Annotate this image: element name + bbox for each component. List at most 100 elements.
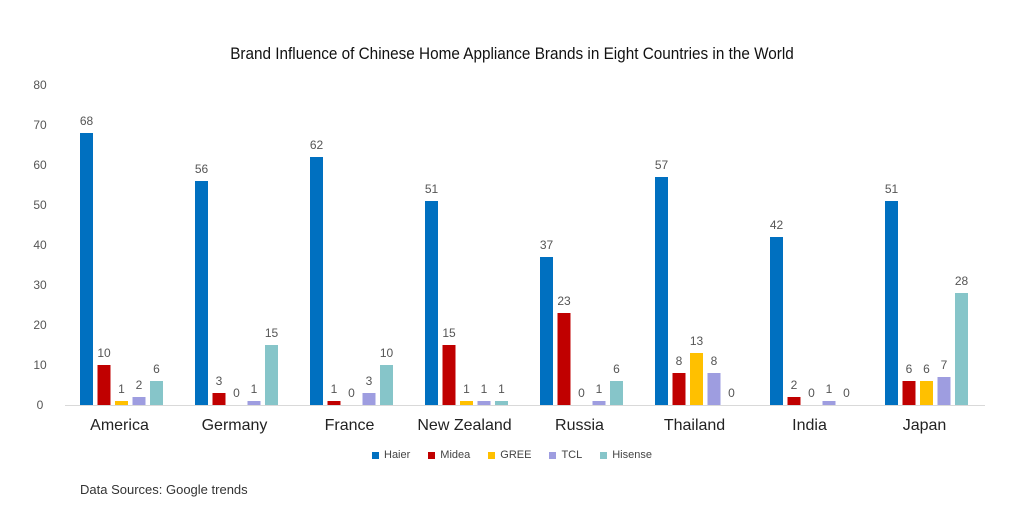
bar-haier xyxy=(770,237,783,405)
legend-label: TCL xyxy=(561,449,583,461)
data-label: 0 xyxy=(728,386,735,400)
y-tick-label: 70 xyxy=(33,118,47,132)
chart-title: Brand Influence of Chinese Home Applianc… xyxy=(230,44,794,63)
y-tick-label: 10 xyxy=(33,358,47,372)
legend-item: Hisense xyxy=(600,449,652,461)
x-tick-label: Japan xyxy=(903,417,947,434)
data-source-note: Data Sources: Google trends xyxy=(80,482,248,497)
bar-haier xyxy=(885,201,898,405)
bar-hisense xyxy=(610,381,623,405)
bar-tcl xyxy=(592,401,606,405)
data-label: 0 xyxy=(843,386,850,400)
bar-haier xyxy=(655,177,668,405)
data-label: 1 xyxy=(826,382,833,396)
bar-haier xyxy=(540,257,553,405)
data-label: 15 xyxy=(265,326,279,340)
data-label: 51 xyxy=(425,182,439,196)
bar-haier xyxy=(310,157,323,405)
data-label: 1 xyxy=(463,382,470,396)
data-label: 6 xyxy=(153,362,160,376)
legend-item: Haier xyxy=(372,449,410,461)
legend-label: GREE xyxy=(500,449,532,461)
legend-swatch xyxy=(549,451,557,459)
bar-hisense xyxy=(955,293,968,405)
y-tick-label: 30 xyxy=(33,278,47,292)
data-label: 1 xyxy=(498,382,505,396)
bar-tcl xyxy=(707,373,721,405)
bar-hisense xyxy=(265,345,278,405)
bar-tcl xyxy=(477,401,491,405)
bar-midea xyxy=(902,381,916,405)
bar-tcl xyxy=(132,397,146,405)
data-label: 51 xyxy=(885,182,899,196)
bar-gree xyxy=(115,401,128,405)
x-tick-label: India xyxy=(792,417,827,434)
legend-swatch xyxy=(372,451,379,459)
data-label: 62 xyxy=(310,138,324,152)
bar-midea xyxy=(327,401,341,405)
data-label: 68 xyxy=(80,114,94,128)
bar-haier xyxy=(195,181,208,405)
bar-tcl xyxy=(247,401,261,405)
bar-gree xyxy=(920,381,933,405)
legend-swatch xyxy=(428,451,436,459)
x-tick-label: Germany xyxy=(202,417,268,434)
bar-midea xyxy=(97,365,111,405)
bar-tcl xyxy=(362,393,376,405)
data-label: 8 xyxy=(711,354,718,368)
data-label: 2 xyxy=(791,378,798,392)
data-label: 28 xyxy=(955,274,969,288)
y-tick-label: 40 xyxy=(33,238,47,252)
data-label: 1 xyxy=(596,382,603,396)
y-tick-label: 80 xyxy=(33,78,47,92)
data-label: 6 xyxy=(906,362,913,376)
data-label: 2 xyxy=(136,378,143,392)
data-label: 0 xyxy=(348,386,355,400)
x-tick-label: France xyxy=(325,417,375,434)
bar-hisense xyxy=(495,401,508,405)
legend-swatch xyxy=(488,451,496,459)
legend-label: Haier xyxy=(384,449,411,461)
legend-item: TCL xyxy=(549,449,582,461)
data-label: 8 xyxy=(676,354,683,368)
data-label: 3 xyxy=(366,374,373,388)
bar-midea xyxy=(787,397,801,405)
data-label: 1 xyxy=(331,382,338,396)
data-label: 1 xyxy=(481,382,488,396)
x-tick-label: Russia xyxy=(555,417,604,434)
bar-hisense xyxy=(150,381,163,405)
bar-midea xyxy=(212,393,226,405)
y-tick-label: 60 xyxy=(33,158,47,172)
data-label: 15 xyxy=(442,326,456,340)
data-label: 42 xyxy=(770,218,784,232)
data-label: 1 xyxy=(251,382,258,396)
legend-swatch xyxy=(600,451,608,459)
data-label: 3 xyxy=(216,374,223,388)
data-label: 0 xyxy=(808,386,815,400)
legend-item: GREE xyxy=(488,449,531,461)
data-label: 1 xyxy=(118,382,125,396)
bar-haier xyxy=(80,133,93,405)
bar-midea xyxy=(557,313,571,405)
legend-label: Midea xyxy=(440,449,471,461)
x-tick-label: Thailand xyxy=(664,417,725,434)
bar-tcl xyxy=(937,377,951,405)
y-tick-label: 50 xyxy=(33,198,47,212)
y-tick-label: 20 xyxy=(33,318,47,332)
bar-gree xyxy=(460,401,473,405)
x-tick-label: New Zealand xyxy=(417,417,511,434)
bar-hisense xyxy=(380,365,393,405)
legend-label: Hisense xyxy=(612,449,652,461)
data-label: 56 xyxy=(195,162,209,176)
bar-haier xyxy=(425,201,438,405)
bar-midea xyxy=(442,345,456,405)
x-tick-label: America xyxy=(90,417,149,434)
data-label: 13 xyxy=(690,334,704,348)
legend: Haier Midea GREE TCL Hisense xyxy=(0,449,1024,461)
data-label: 10 xyxy=(97,346,111,360)
bar-midea xyxy=(672,373,686,405)
legend-item: Midea xyxy=(428,449,470,461)
data-label: 0 xyxy=(578,386,585,400)
y-tick-label: 0 xyxy=(37,398,44,412)
